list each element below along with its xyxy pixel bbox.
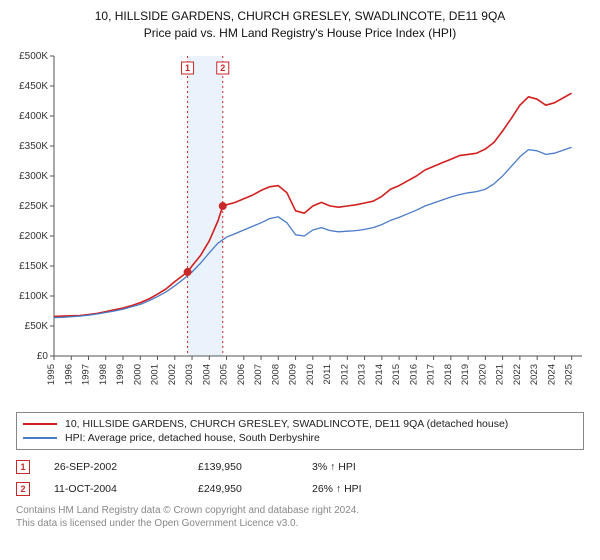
svg-text:2008: 2008 [270,364,281,385]
sale-row: 2 11-OCT-2004 £249,950 26% ↑ HPI [16,478,584,500]
svg-text:2016: 2016 [408,364,419,385]
footer-attribution: Contains HM Land Registry data © Crown c… [16,504,584,531]
svg-text:£350K: £350K [19,141,48,152]
chart-legend: 10, HILLSIDE GARDENS, CHURCH GRESLEY, SW… [16,412,584,450]
svg-text:2022: 2022 [512,364,523,385]
svg-text:2012: 2012 [339,364,350,385]
svg-text:2015: 2015 [391,364,402,385]
svg-text:1995: 1995 [46,364,57,385]
svg-text:2017: 2017 [426,364,437,385]
svg-text:2021: 2021 [495,364,506,385]
svg-text:2000: 2000 [132,364,143,385]
footer-line: Contains HM Land Registry data © Crown c… [16,504,584,518]
svg-text:£150K: £150K [19,261,48,272]
sale-price: £249,950 [198,483,288,495]
svg-text:2010: 2010 [305,364,316,385]
svg-text:2013: 2013 [357,364,368,385]
svg-text:2007: 2007 [253,364,264,385]
sale-summary: 1 26-SEP-2002 £139,950 3% ↑ HPI 2 11-OCT… [16,456,584,500]
svg-text:2023: 2023 [529,364,540,385]
svg-text:£250K: £250K [19,201,48,212]
svg-text:2005: 2005 [219,364,230,385]
svg-text:£450K: £450K [19,81,48,92]
svg-text:£500K: £500K [19,51,48,62]
sale-delta: 26% ↑ HPI [312,483,362,495]
svg-text:2: 2 [220,63,225,73]
svg-text:1996: 1996 [63,364,74,385]
svg-text:£0: £0 [37,351,49,362]
sale-price: £139,950 [198,461,288,473]
sale-date: 26-SEP-2002 [54,461,174,473]
svg-text:1998: 1998 [98,364,109,385]
svg-text:2019: 2019 [460,364,471,385]
svg-text:£400K: £400K [19,111,48,122]
svg-text:2003: 2003 [184,364,195,385]
svg-text:2009: 2009 [288,364,299,385]
sale-delta: 3% ↑ HPI [312,461,356,473]
svg-text:2025: 2025 [564,364,575,385]
svg-text:1: 1 [185,63,190,73]
svg-text:2011: 2011 [322,364,333,384]
sale-row: 1 26-SEP-2002 £139,950 3% ↑ HPI [16,456,584,478]
svg-text:2018: 2018 [443,364,454,385]
svg-text:£50K: £50K [25,321,49,332]
sale-date: 11-OCT-2004 [54,483,174,495]
svg-text:2004: 2004 [201,364,212,385]
svg-text:2006: 2006 [236,364,247,385]
sale-badge: 1 [16,460,30,474]
svg-text:2014: 2014 [374,364,385,385]
legend-label: HPI: Average price, detached house, Sout… [65,432,320,444]
page-title-line2: Price paid vs. HM Land Registry's House … [10,25,590,42]
svg-text:1999: 1999 [115,364,126,385]
svg-text:2020: 2020 [477,364,488,385]
svg-text:2024: 2024 [546,364,557,385]
svg-text:£100K: £100K [19,291,48,302]
svg-text:2001: 2001 [150,364,161,385]
legend-item: HPI: Average price, detached house, Sout… [23,431,577,445]
footer-line: This data is licensed under the Open Gov… [16,517,584,531]
legend-swatch [23,437,57,439]
legend-item: 10, HILLSIDE GARDENS, CHURCH GRESLEY, SW… [23,417,577,431]
legend-swatch [23,423,57,425]
svg-text:£300K: £300K [19,171,48,182]
legend-label: 10, HILLSIDE GARDENS, CHURCH GRESLEY, SW… [65,418,508,430]
svg-text:2002: 2002 [167,364,178,385]
sale-badge: 2 [16,482,30,496]
price-chart: £0 £50K £100K £150K £200K £250K £300K £350K £400… [10,46,590,404]
page-title-line1: 10, HILLSIDE GARDENS, CHURCH GRESLEY, SW… [10,8,590,25]
svg-text:1997: 1997 [81,364,92,385]
svg-text:£200K: £200K [19,231,48,242]
